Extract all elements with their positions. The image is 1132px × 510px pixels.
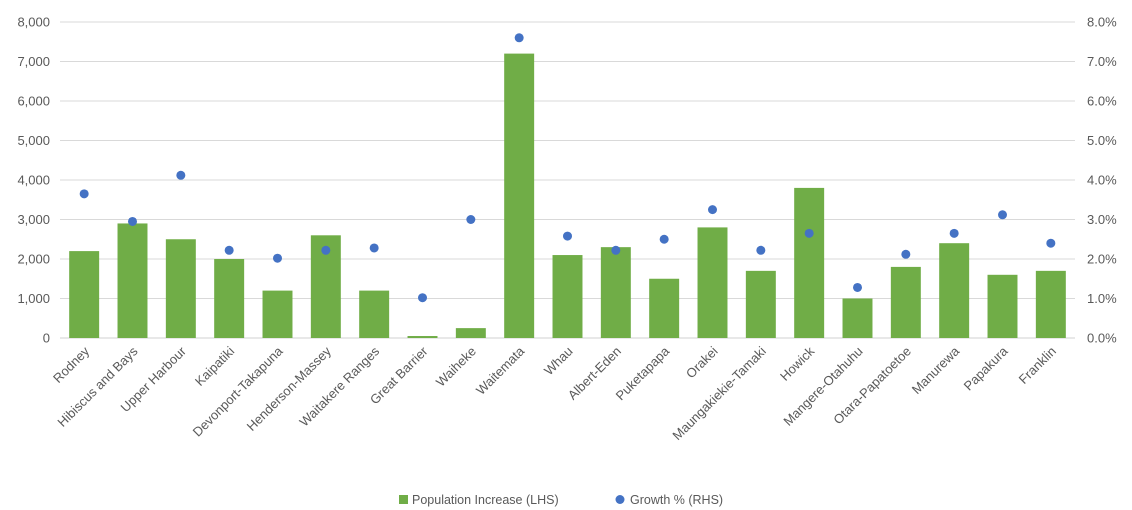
population-bar [890, 266, 921, 338]
legend-label-growth: Growth % (RHS) [630, 493, 723, 507]
population-bar [649, 278, 680, 338]
growth-point [563, 231, 572, 241]
population-bar [359, 290, 390, 338]
category-label: Henderson-Massey [244, 343, 335, 434]
population-bar [697, 227, 728, 338]
right-tick-label: 3.0% [1087, 212, 1117, 227]
right-tick-label: 5.0% [1087, 133, 1117, 148]
growth-point [224, 245, 234, 255]
legend: Population Increase (LHS) Growth % (RHS) [399, 493, 723, 507]
growth-point [466, 215, 476, 224]
left-tick-label: 2,000 [17, 252, 50, 267]
right-tick-label: 8.0% [1087, 15, 1117, 30]
growth-point [853, 282, 862, 292]
population-bar [69, 251, 100, 338]
population-bar [794, 187, 825, 338]
population-bar [504, 53, 535, 338]
category-label: Hibiscus and Bays [54, 343, 141, 430]
category-label: Waitemata [473, 343, 528, 398]
category-label: Kaipatiki [192, 343, 237, 388]
legend-marker-growth [615, 495, 625, 504]
category-label: Papakura [961, 343, 1012, 394]
growth-point [708, 205, 717, 215]
left-tick-label: 3,000 [17, 212, 50, 227]
growth-point [176, 170, 186, 180]
growth-point [369, 243, 379, 253]
left-tick-label: 7,000 [17, 54, 50, 69]
growth-point [756, 245, 766, 255]
category-label: Whau [541, 344, 576, 379]
left-axis: 0 1,000 2,000 3,000 4,000 5,000 6,000 7,000 8,00… [17, 15, 50, 346]
growth-points [79, 33, 1056, 303]
growth-point [611, 245, 621, 255]
growth-point [901, 249, 911, 259]
right-tick-label: 0.0% [1087, 331, 1117, 346]
category-label: Waiheke [433, 344, 479, 390]
category-label: Manurewa [909, 343, 963, 397]
growth-point [273, 253, 282, 263]
population-bar [214, 259, 245, 338]
legend-label-population: Population Increase (LHS) [412, 493, 559, 507]
right-axis: 0.0% 1.0% 2.0% 3.0% 4.0% 5.0% 6.0% 7.0% 8.0% [1087, 15, 1117, 346]
population-bar [600, 247, 631, 338]
population-bar [117, 223, 148, 338]
left-tick-label: 8,000 [17, 15, 50, 30]
growth-point [804, 228, 814, 238]
population-bar [262, 290, 293, 338]
growth-point [659, 234, 669, 244]
population-bars [69, 53, 1066, 338]
growth-point [1046, 238, 1056, 248]
growth-point [514, 33, 524, 43]
category-label: Maungakiekie-Tamaki [669, 343, 769, 443]
left-tick-label: 1,000 [17, 291, 50, 306]
category-label: Howick [777, 343, 818, 384]
category-label: Orakei [683, 343, 721, 381]
growth-point [79, 189, 89, 199]
legend-swatch-population [399, 495, 408, 504]
left-tick-label: 6,000 [17, 94, 50, 109]
left-tick-label: 0 [43, 331, 50, 346]
population-bar [165, 239, 196, 338]
category-label: Waitakere Ranges [296, 343, 382, 429]
right-tick-label: 1.0% [1087, 291, 1117, 306]
right-tick-label: 4.0% [1087, 173, 1117, 188]
population-bar [407, 336, 438, 338]
population-bar [842, 298, 873, 338]
population-bar [987, 274, 1018, 338]
right-tick-label: 6.0% [1087, 94, 1117, 109]
population-bar [939, 243, 970, 338]
population-bar [455, 328, 486, 338]
right-tick-label: 7.0% [1087, 54, 1117, 69]
growth-point [949, 228, 959, 238]
population-bar [552, 255, 583, 338]
left-tick-label: 4,000 [17, 173, 50, 188]
category-label: Devonport-Takapuna [190, 343, 286, 439]
population-bar [1035, 270, 1066, 338]
category-label: Rodney [50, 343, 93, 386]
right-tick-label: 2.0% [1087, 252, 1117, 267]
growth-point [998, 210, 1007, 220]
growth-point [418, 293, 427, 303]
growth-point [128, 216, 137, 226]
left-tick-label: 5,000 [17, 133, 50, 148]
category-label: Franklin [1016, 344, 1059, 387]
growth-point [321, 245, 331, 255]
population-bar [745, 270, 776, 338]
